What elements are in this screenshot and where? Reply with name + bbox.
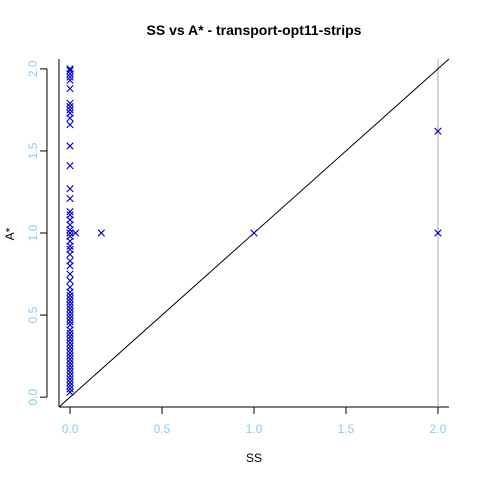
- data-point: [67, 373, 74, 380]
- data-point: [67, 336, 74, 343]
- data-point: [67, 277, 74, 284]
- data-point: [67, 330, 74, 337]
- data-point: [67, 143, 74, 150]
- x-tick-label: 1.5: [338, 422, 355, 436]
- data-point: [67, 382, 74, 389]
- data-point: [67, 346, 74, 353]
- data-point: [67, 195, 74, 202]
- data-point: [67, 74, 74, 81]
- data-point: [67, 85, 74, 92]
- data-point: [67, 77, 74, 84]
- data-point: [98, 230, 105, 237]
- data-point: [67, 350, 74, 357]
- data-point: [67, 366, 74, 373]
- data-point: [67, 379, 74, 386]
- data-point: [67, 333, 74, 340]
- data-point: [67, 289, 74, 296]
- y-tick-label: 1.0: [26, 224, 40, 241]
- data-point: [67, 263, 74, 270]
- data-point: [67, 103, 74, 110]
- data-point: [67, 353, 74, 360]
- x-tick-label: 0.0: [62, 422, 79, 436]
- data-point: [67, 327, 74, 334]
- data-point: [67, 100, 74, 107]
- data-point: [67, 369, 74, 376]
- data-point: [67, 308, 74, 315]
- data-point: [67, 121, 74, 128]
- data-point: [67, 315, 74, 322]
- data-point: [67, 243, 74, 250]
- data-point: [67, 343, 74, 350]
- plot-area: 0.0 0.5 1.0 1.5 2.0 0.0 0.5 1.0 1.5 2.0: [26, 59, 449, 436]
- data-point: [67, 363, 74, 370]
- y-tick-label: 0.5: [26, 306, 40, 323]
- data-point: [251, 230, 258, 237]
- data-point: [67, 70, 74, 77]
- data-point: [67, 271, 74, 278]
- data-point: [67, 185, 74, 192]
- x-axis-label: SS: [246, 451, 262, 465]
- data-point: [67, 359, 74, 366]
- data-point: [67, 318, 74, 325]
- data-point: [67, 305, 74, 312]
- data-point: [67, 251, 74, 258]
- data-point: [67, 389, 74, 396]
- data-point: [67, 356, 74, 363]
- data-point: [67, 115, 74, 122]
- data-point: [67, 230, 74, 237]
- y-tick-label: 0.0: [26, 388, 40, 405]
- y-axis-label: A*: [3, 227, 17, 240]
- data-point: [67, 376, 74, 383]
- data-point: [67, 295, 74, 302]
- x-tick-label: 1.0: [246, 422, 263, 436]
- data-point: [67, 208, 74, 215]
- x-tick-label: 0.5: [154, 422, 171, 436]
- data-point: [67, 299, 74, 306]
- data-point: [67, 162, 74, 169]
- data-point: [67, 302, 74, 309]
- data-point: [67, 107, 74, 114]
- data-point: [67, 386, 74, 393]
- data-point: [67, 340, 74, 347]
- y-tick-label: 2.0: [26, 60, 40, 77]
- data-point: [67, 312, 74, 319]
- x-tick-label: 2.0: [430, 422, 447, 436]
- y-tick-label: 1.5: [26, 142, 40, 159]
- data-point: [67, 292, 74, 299]
- chart-title: SS vs A* - transport-opt11-strips: [147, 22, 362, 38]
